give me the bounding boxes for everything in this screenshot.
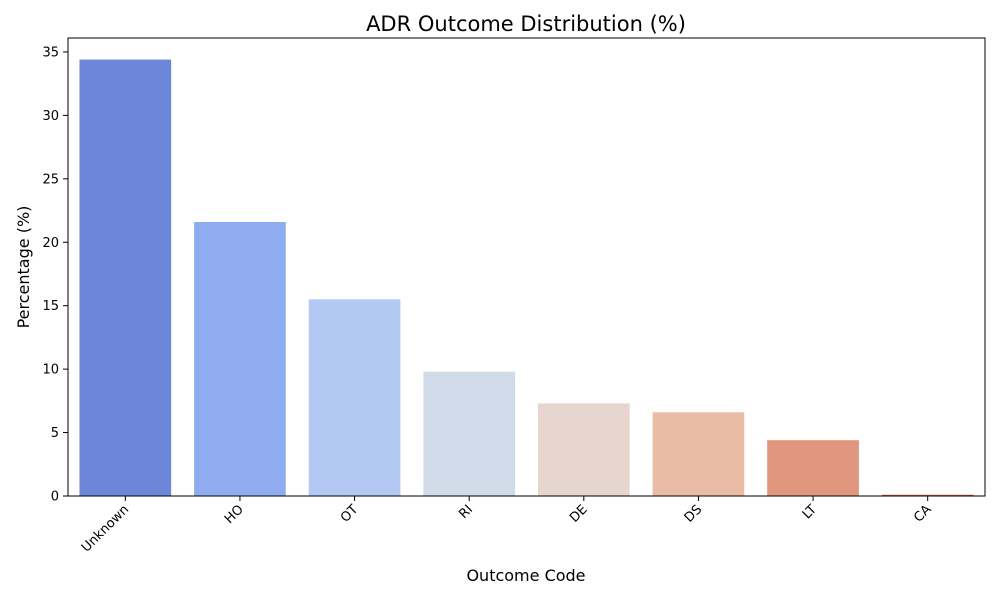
x-tick-label: HO xyxy=(222,502,247,527)
plot-frame xyxy=(67,37,986,497)
bar-unknown xyxy=(79,59,172,496)
y-tick-label: 0 xyxy=(51,490,59,505)
y-axis-ticks: 0 5 10 15 20 25 30 35 xyxy=(42,45,68,505)
x-tick-label: DE xyxy=(567,502,591,526)
y-tick-label: 15 xyxy=(42,299,59,314)
bar-ot xyxy=(308,299,401,496)
y-tick-label: 20 xyxy=(42,236,59,251)
x-tick-label: Unknown xyxy=(79,502,132,555)
x-tick-label: LT xyxy=(800,502,820,522)
x-tick-label: CA xyxy=(911,502,934,525)
y-tick-label: 25 xyxy=(42,172,59,187)
y-tick-label: 35 xyxy=(42,45,59,60)
x-axis-label: Outcome Code xyxy=(466,566,585,585)
y-axis-label: Percentage (%) xyxy=(14,206,33,329)
x-tick-label: DS xyxy=(682,502,706,526)
y-tick-label: 30 xyxy=(42,109,59,124)
bar-ds xyxy=(652,412,745,496)
bars-group xyxy=(79,59,974,496)
x-tick-label: RI xyxy=(456,502,476,522)
bar-ho xyxy=(194,221,286,496)
x-tick-label: OT xyxy=(338,502,361,525)
bar-de xyxy=(537,403,630,496)
y-tick-label: 5 xyxy=(51,426,59,441)
bar-lt xyxy=(767,440,859,496)
x-axis-ticks: Unknown HO OT RI DE DS LT CA xyxy=(79,496,935,556)
bar-ri xyxy=(423,371,516,496)
chart-title: ADR Outcome Distribution (%) xyxy=(366,12,686,36)
bar-ca xyxy=(881,494,974,496)
y-tick-label: 10 xyxy=(42,363,59,378)
